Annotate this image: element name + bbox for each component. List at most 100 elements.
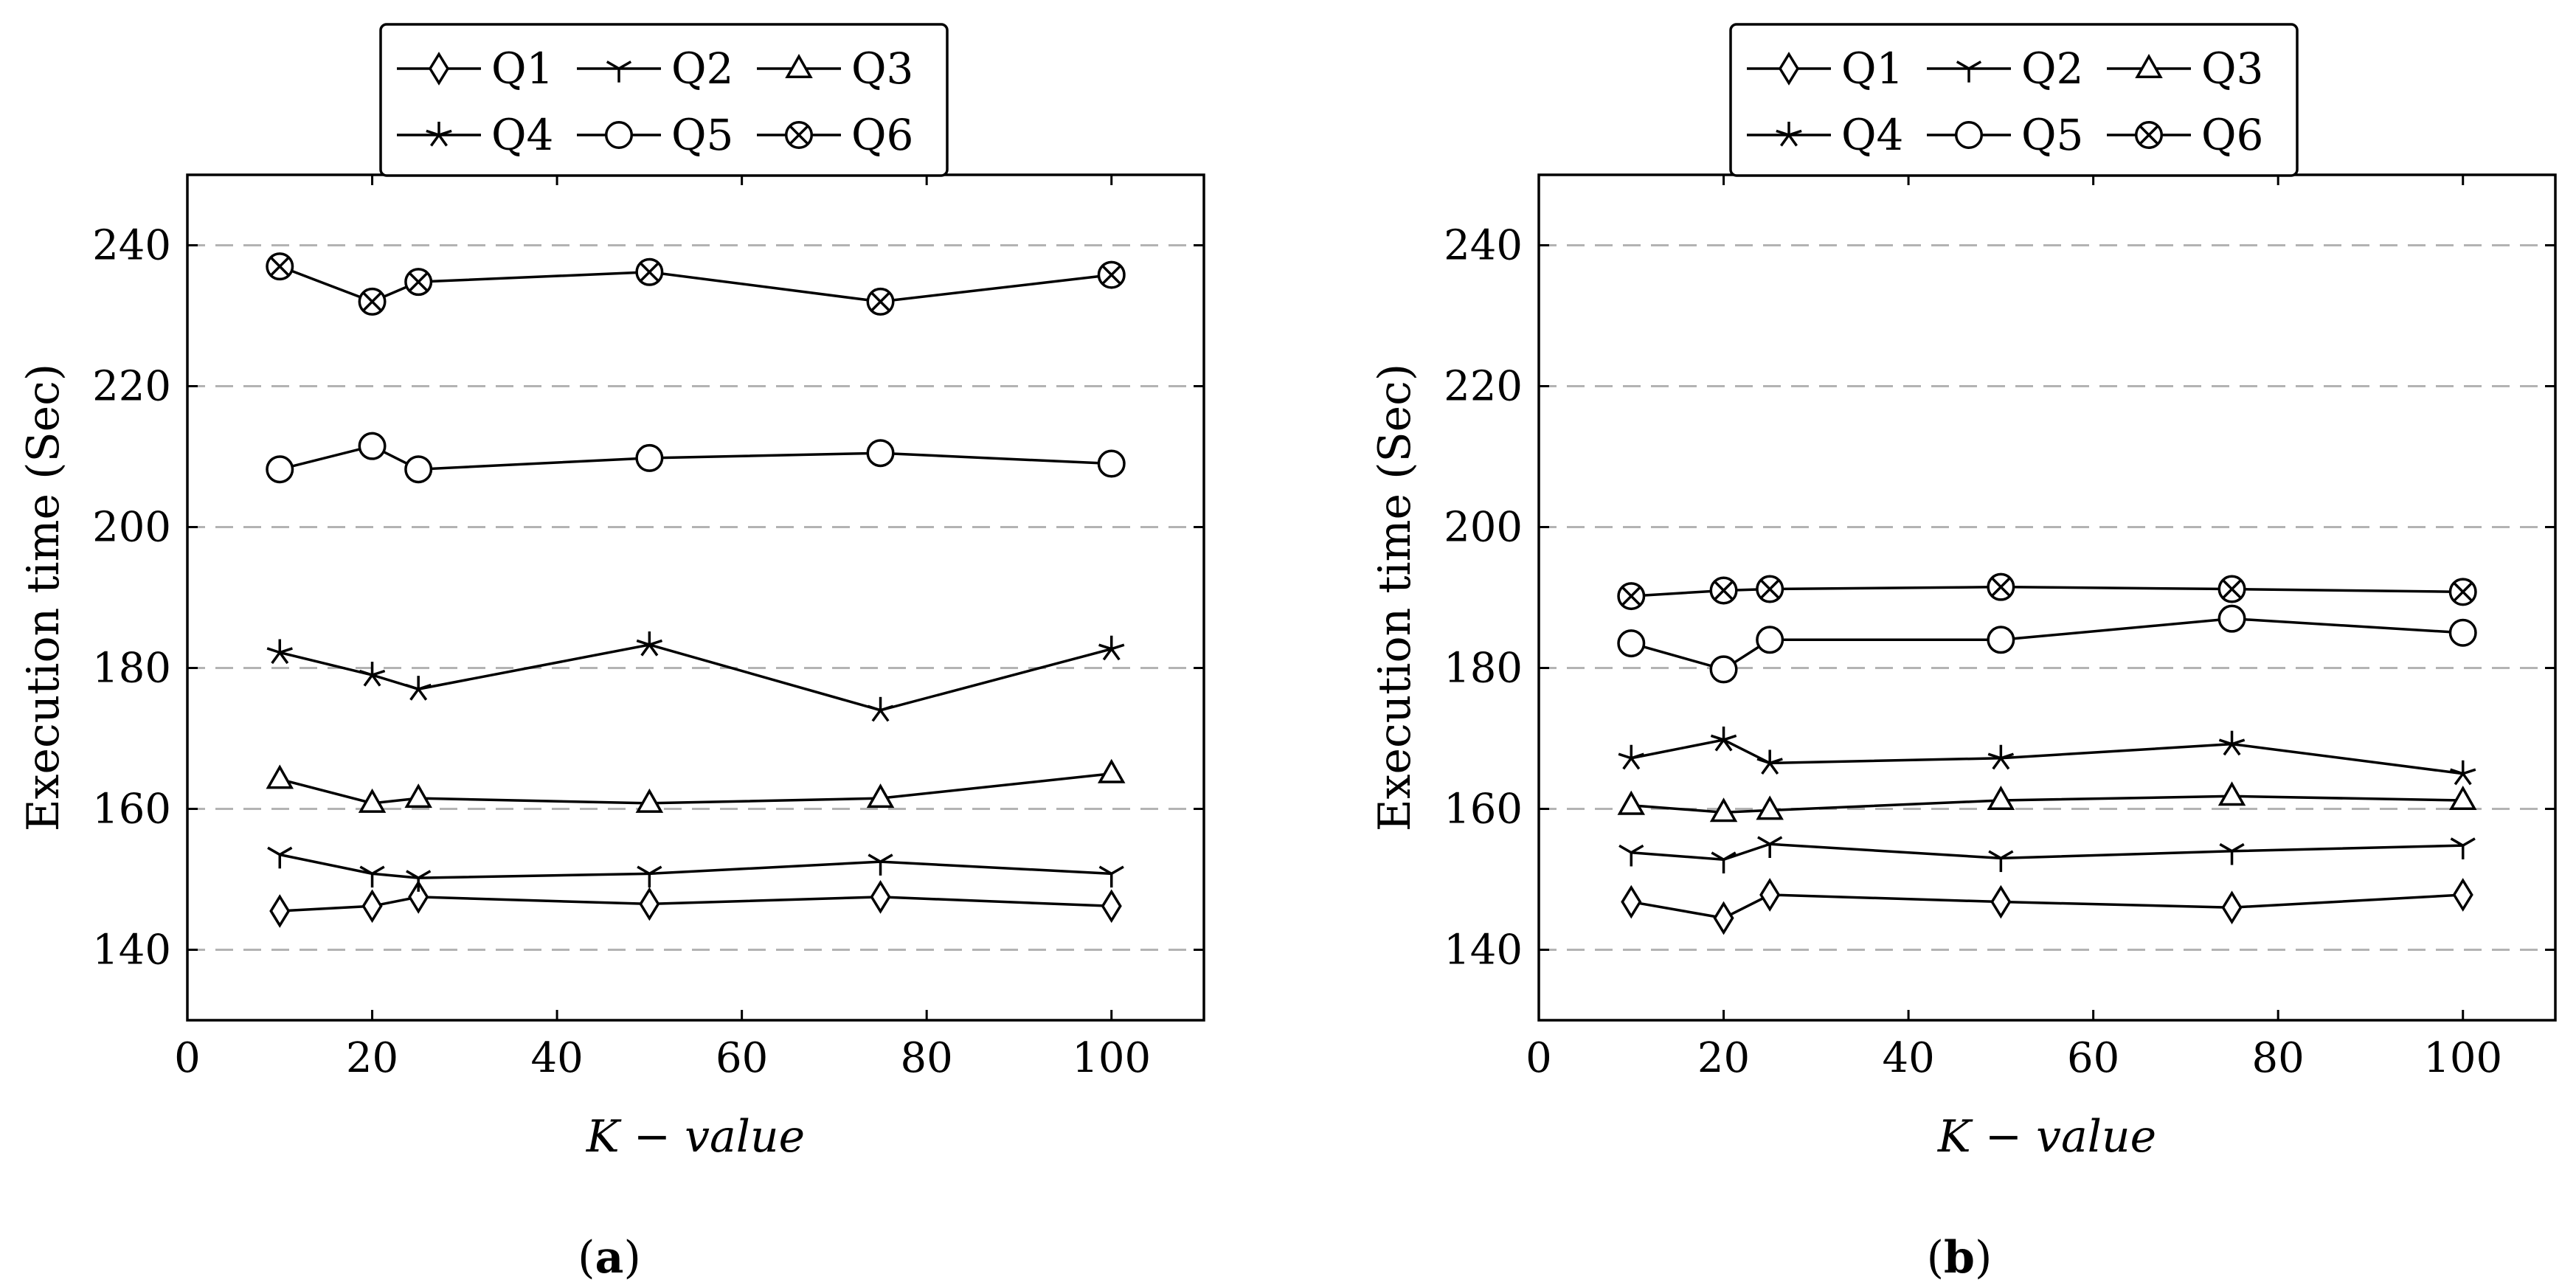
marker-stroke bbox=[279, 647, 293, 654]
data-point bbox=[404, 783, 432, 809]
marker-stroke bbox=[1787, 134, 1798, 147]
marker-stroke bbox=[2223, 743, 2233, 756]
data-point bbox=[359, 662, 386, 687]
marker-stroke bbox=[1111, 643, 1125, 651]
data-point bbox=[361, 889, 383, 924]
marker-stroke bbox=[2450, 837, 2464, 847]
data-point bbox=[358, 287, 387, 316]
series-q1 bbox=[1621, 878, 2473, 935]
x-tick-label: 20 bbox=[346, 1034, 398, 1082]
data-point bbox=[266, 252, 294, 281]
marker-stroke bbox=[1968, 60, 1982, 70]
y-tick-label: 200 bbox=[92, 504, 171, 552]
data-point bbox=[2217, 575, 2246, 603]
marker-stroke bbox=[2139, 125, 2159, 145]
x-tick-label: 80 bbox=[901, 1034, 953, 1082]
data-point bbox=[635, 443, 664, 472]
legend-entry-q5: Q5 bbox=[1927, 110, 2083, 160]
marker-shape bbox=[2221, 890, 2243, 925]
marker-shape bbox=[2217, 604, 2246, 633]
marker-shape bbox=[1101, 889, 1122, 924]
marker-shape bbox=[428, 52, 450, 86]
marker-stroke bbox=[418, 683, 432, 690]
marker-stroke bbox=[1987, 752, 2001, 760]
data-point bbox=[867, 696, 894, 722]
x-axis-label: K − value bbox=[586, 1111, 805, 1163]
marker-shape bbox=[1955, 121, 1983, 149]
marker-stroke bbox=[1788, 129, 1802, 136]
panel-caption: (b) bbox=[1927, 1232, 1992, 1284]
series-q3 bbox=[1617, 781, 2477, 823]
marker-shape bbox=[1759, 878, 1781, 912]
marker-stroke bbox=[1630, 752, 1644, 760]
marker-stroke bbox=[2222, 579, 2242, 599]
marker-stroke bbox=[1992, 757, 2002, 770]
marker-shape bbox=[1778, 52, 1800, 86]
marker-stroke bbox=[648, 865, 662, 875]
marker-stroke bbox=[636, 639, 650, 646]
legend-marker bbox=[1955, 121, 1983, 149]
x-tick-label: 40 bbox=[530, 1034, 583, 1082]
legend-entry-q4: Q4 bbox=[1747, 110, 1903, 160]
series-line bbox=[1631, 842, 2463, 862]
legend-entry-q3: Q3 bbox=[757, 44, 913, 94]
y-tick-label: 140 bbox=[92, 927, 171, 974]
panel-letter: a bbox=[595, 1232, 624, 1284]
marker-stroke bbox=[880, 704, 894, 712]
series-q2 bbox=[1618, 836, 2476, 874]
data-point bbox=[1617, 790, 1646, 815]
legend-label: Q4 bbox=[491, 110, 553, 160]
series-q4 bbox=[1618, 726, 2476, 786]
marker-shape bbox=[1097, 758, 1126, 783]
marker-shape bbox=[639, 887, 660, 921]
marker-stroke bbox=[2454, 772, 2465, 786]
y-tick-label: 160 bbox=[92, 786, 171, 834]
series-line bbox=[1630, 738, 2463, 775]
marker-stroke bbox=[2450, 768, 2464, 775]
series-line bbox=[279, 853, 1112, 879]
marker-stroke bbox=[2219, 842, 2233, 853]
data-point bbox=[1709, 576, 1738, 605]
marker-shape bbox=[1709, 797, 1738, 823]
marker-stroke bbox=[2462, 768, 2476, 775]
marker-stroke bbox=[438, 129, 452, 136]
marker-shape bbox=[635, 788, 664, 813]
marker-shape bbox=[1617, 790, 1646, 815]
data-point bbox=[1987, 785, 2015, 811]
chart-panel-b: 140 160 180 200 220 240 0 20 40 60 80 100 K − value E… bbox=[1369, 23, 2557, 1284]
marker-stroke bbox=[1990, 577, 2011, 598]
data-point bbox=[406, 870, 432, 892]
panel-letter: b bbox=[1944, 1232, 1975, 1284]
data-point bbox=[635, 257, 664, 286]
series-q6 bbox=[266, 252, 1126, 316]
marker-stroke bbox=[426, 129, 440, 136]
legend-entry-q3: Q3 bbox=[2107, 44, 2263, 94]
marker-stroke bbox=[1098, 865, 1112, 875]
marker-stroke bbox=[405, 683, 419, 690]
data-point bbox=[1618, 744, 1644, 770]
marker-shape bbox=[866, 783, 895, 809]
series-line bbox=[279, 444, 1112, 471]
marker-shape bbox=[1709, 655, 1738, 684]
marker-shape bbox=[1617, 629, 1646, 658]
legend-entry-q5: Q5 bbox=[577, 110, 733, 160]
marker-shape bbox=[1621, 884, 1642, 919]
marker-stroke bbox=[371, 674, 381, 687]
data-point bbox=[870, 880, 891, 914]
marker-shape bbox=[1987, 626, 2015, 654]
legend-entry-q6: Q6 bbox=[2107, 110, 2263, 160]
marker-stroke bbox=[1110, 865, 1124, 875]
marker-shape bbox=[361, 889, 383, 924]
marker-stroke bbox=[789, 125, 809, 145]
data-point bbox=[2218, 730, 2246, 756]
marker-stroke bbox=[1769, 836, 1783, 845]
marker-shape bbox=[2448, 785, 2477, 811]
x-axis-label: K − value bbox=[1937, 1111, 2156, 1163]
data-point bbox=[1097, 758, 1126, 783]
data-point bbox=[359, 865, 385, 888]
marker-stroke bbox=[1768, 762, 1779, 775]
series-line bbox=[1630, 617, 2463, 671]
legend-marker bbox=[1776, 122, 1802, 147]
legend-entry-q2: Q2 bbox=[577, 44, 733, 94]
